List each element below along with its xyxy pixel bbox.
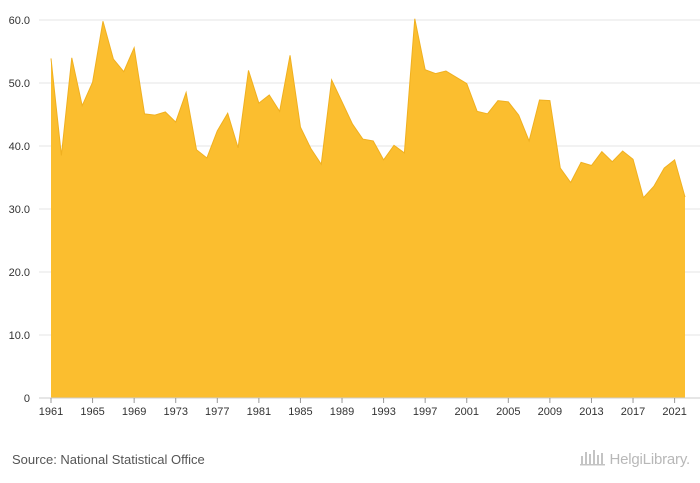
y-tick-label: 20.0	[9, 267, 30, 279]
chart-area: 0 10.0 20.0 30.0 40.0 50.0 60.0 1961 1965 1969 197…	[9, 15, 700, 418]
x-tick-label: 2001	[454, 406, 478, 418]
x-tick-label: 2013	[579, 406, 603, 418]
x-tick-label: 1985	[288, 406, 312, 418]
x-tick-label: 1969	[122, 406, 146, 418]
y-tick-label: 50.0	[9, 78, 30, 90]
y-tick-label: 40.0	[9, 141, 30, 153]
x-tick-label: 1993	[371, 406, 395, 418]
x-tick-label: 2017	[621, 406, 645, 418]
x-tick-label: 1977	[205, 406, 229, 418]
x-tick-label: 1997	[413, 406, 437, 418]
y-tick-label: 0	[24, 393, 30, 405]
series-area	[51, 18, 685, 399]
x-tick-label: 1981	[247, 406, 271, 418]
x-tick-label: 1989	[330, 406, 354, 418]
x-tick-label: 1965	[80, 406, 104, 418]
source-note: Source: National Statistical Office	[12, 452, 205, 467]
y-tick-label: 60.0	[9, 15, 30, 27]
series-line	[50, 18, 686, 199]
helgi-logo-icon	[579, 448, 606, 470]
x-tick-label: 2009	[538, 406, 562, 418]
y-tick-label: 10.0	[9, 330, 30, 342]
x-tick-label: 2021	[662, 406, 686, 418]
brand-name: HelgiLibrary.	[609, 450, 691, 468]
brand-link[interactable]: HelgiLibrary.	[579, 448, 691, 470]
x-tick-label: 1961	[39, 406, 63, 418]
x-tick-label: 1973	[163, 406, 187, 418]
x-tick-label: 2005	[496, 406, 520, 418]
y-tick-label: 30.0	[9, 204, 30, 216]
area-chart: 0 10.0 20.0 30.0 40.0 50.0 60.0 1961 1965 1969 197…	[9, 15, 700, 418]
chart-footer: Source: National Statistical Office Helg…	[0, 436, 700, 483]
